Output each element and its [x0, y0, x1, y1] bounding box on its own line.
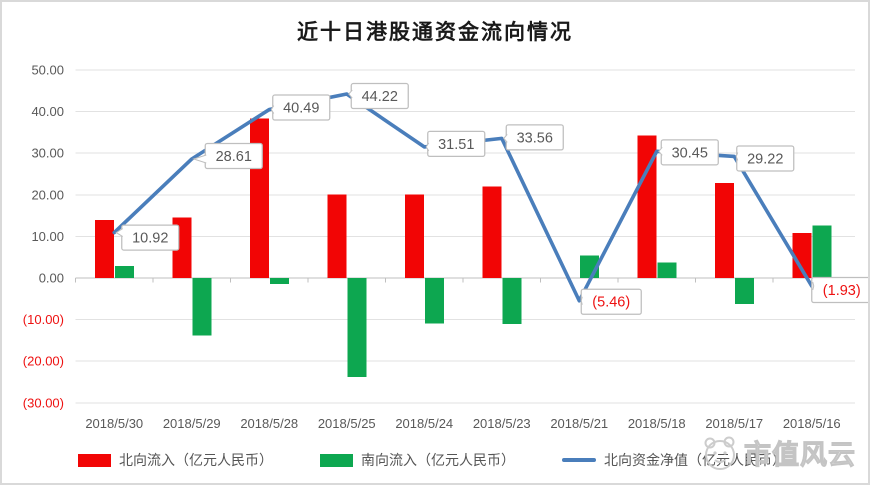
net-value-data-label: (5.46) — [592, 295, 630, 311]
net-value-data-label: 40.49 — [283, 101, 319, 117]
x-axis-label: 2018/5/16 — [783, 416, 841, 431]
x-axis-label: 2018/5/24 — [395, 416, 453, 431]
south-inflow-bar — [502, 278, 522, 325]
chart-title: 近十日港股通资金流向情况 — [297, 19, 573, 44]
legend-label: 北向流入（亿元人民币） — [119, 452, 273, 468]
legend-item-net-value: 北向资金净值（亿元人民币） — [562, 448, 786, 472]
south-inflow-bar — [114, 265, 134, 278]
south-inflow-swatch — [320, 453, 353, 467]
x-axis-label: 2018/5/18 — [628, 416, 686, 431]
south-inflow-bar — [192, 278, 212, 336]
y-tick-label: 0.00 — [39, 271, 64, 286]
north-inflow-bar — [792, 233, 812, 278]
south-inflow-bar — [812, 225, 832, 278]
north-inflow-bar — [714, 183, 734, 278]
y-tick-label: (10.00) — [23, 312, 64, 327]
north-inflow-swatch — [78, 453, 111, 467]
legend-label: 南向流入（亿元人民币） — [361, 452, 515, 468]
net-value-data-label: 31.51 — [438, 137, 474, 153]
legend-item-south-inflow: 南向流入（亿元人民币） — [320, 448, 515, 472]
data-label-pointer — [503, 134, 508, 143]
net-value-data-label: 44.22 — [362, 89, 398, 105]
x-axis-label: 2018/5/25 — [318, 416, 376, 431]
north-inflow-bar — [482, 186, 502, 278]
net-value-data-label: 33.56 — [517, 130, 553, 146]
x-axis-label: 2018/5/23 — [473, 416, 531, 431]
data-label-pointer — [115, 228, 124, 237]
y-tick-label: 10.00 — [31, 229, 64, 244]
north-inflow-bar — [404, 194, 424, 278]
net-value-data-label: (1.93) — [823, 283, 861, 299]
x-axis-label: 2018/5/21 — [550, 416, 608, 431]
legend-label: 北向资金净值（亿元人民币） — [604, 452, 786, 468]
data-label-pointer — [735, 152, 739, 161]
x-axis-label: 2018/5/17 — [705, 416, 763, 431]
data-label-pointer — [812, 281, 815, 291]
south-inflow-bar — [657, 262, 677, 278]
south-inflow-bar — [347, 278, 367, 378]
x-axis-label: 2018/5/30 — [85, 416, 143, 431]
y-tick-label: 50.00 — [31, 63, 64, 78]
net-value-data-label: 28.61 — [216, 149, 252, 165]
north-inflow-bar — [94, 219, 114, 278]
y-tick-label: (30.00) — [23, 395, 64, 410]
legend: 北向流入（亿元人民币） 南向流入（亿元人民币） 北向资金净值（亿元人民币） — [2, 448, 868, 472]
data-label-pointer — [348, 89, 353, 99]
south-inflow-bar — [734, 278, 754, 304]
net-value-line — [112, 92, 814, 303]
y-tick-label: 40.00 — [31, 104, 64, 119]
y-tick-label: 20.00 — [31, 187, 64, 202]
south-inflow-bar — [424, 278, 444, 324]
data-label-pointer — [192, 154, 207, 164]
net-value-data-label: 10.92 — [132, 231, 168, 247]
south-inflow-bar — [269, 278, 289, 284]
north-inflow-bar — [327, 194, 347, 278]
y-tick-label: 30.00 — [31, 146, 64, 161]
x-axis-label: 2018/5/29 — [163, 416, 221, 431]
legend-item-north-inflow: 北向流入（亿元人民币） — [78, 448, 273, 472]
data-label-pointer — [270, 105, 275, 114]
net-value-line-swatch — [562, 458, 596, 462]
y-tick-label: (20.00) — [23, 354, 64, 369]
north-inflow-bar — [249, 118, 269, 278]
data-label-box — [811, 276, 868, 304]
net-value-data-label: 29.22 — [747, 151, 783, 167]
data-label-pointer — [580, 296, 583, 305]
data-label-box — [121, 224, 180, 251]
x-axis-label: 2018/5/28 — [240, 416, 298, 431]
data-label-pointer — [425, 142, 430, 152]
net-value-data-label: 30.45 — [672, 145, 708, 161]
data-label-pointer — [658, 146, 663, 156]
north-inflow-bar — [637, 135, 657, 278]
